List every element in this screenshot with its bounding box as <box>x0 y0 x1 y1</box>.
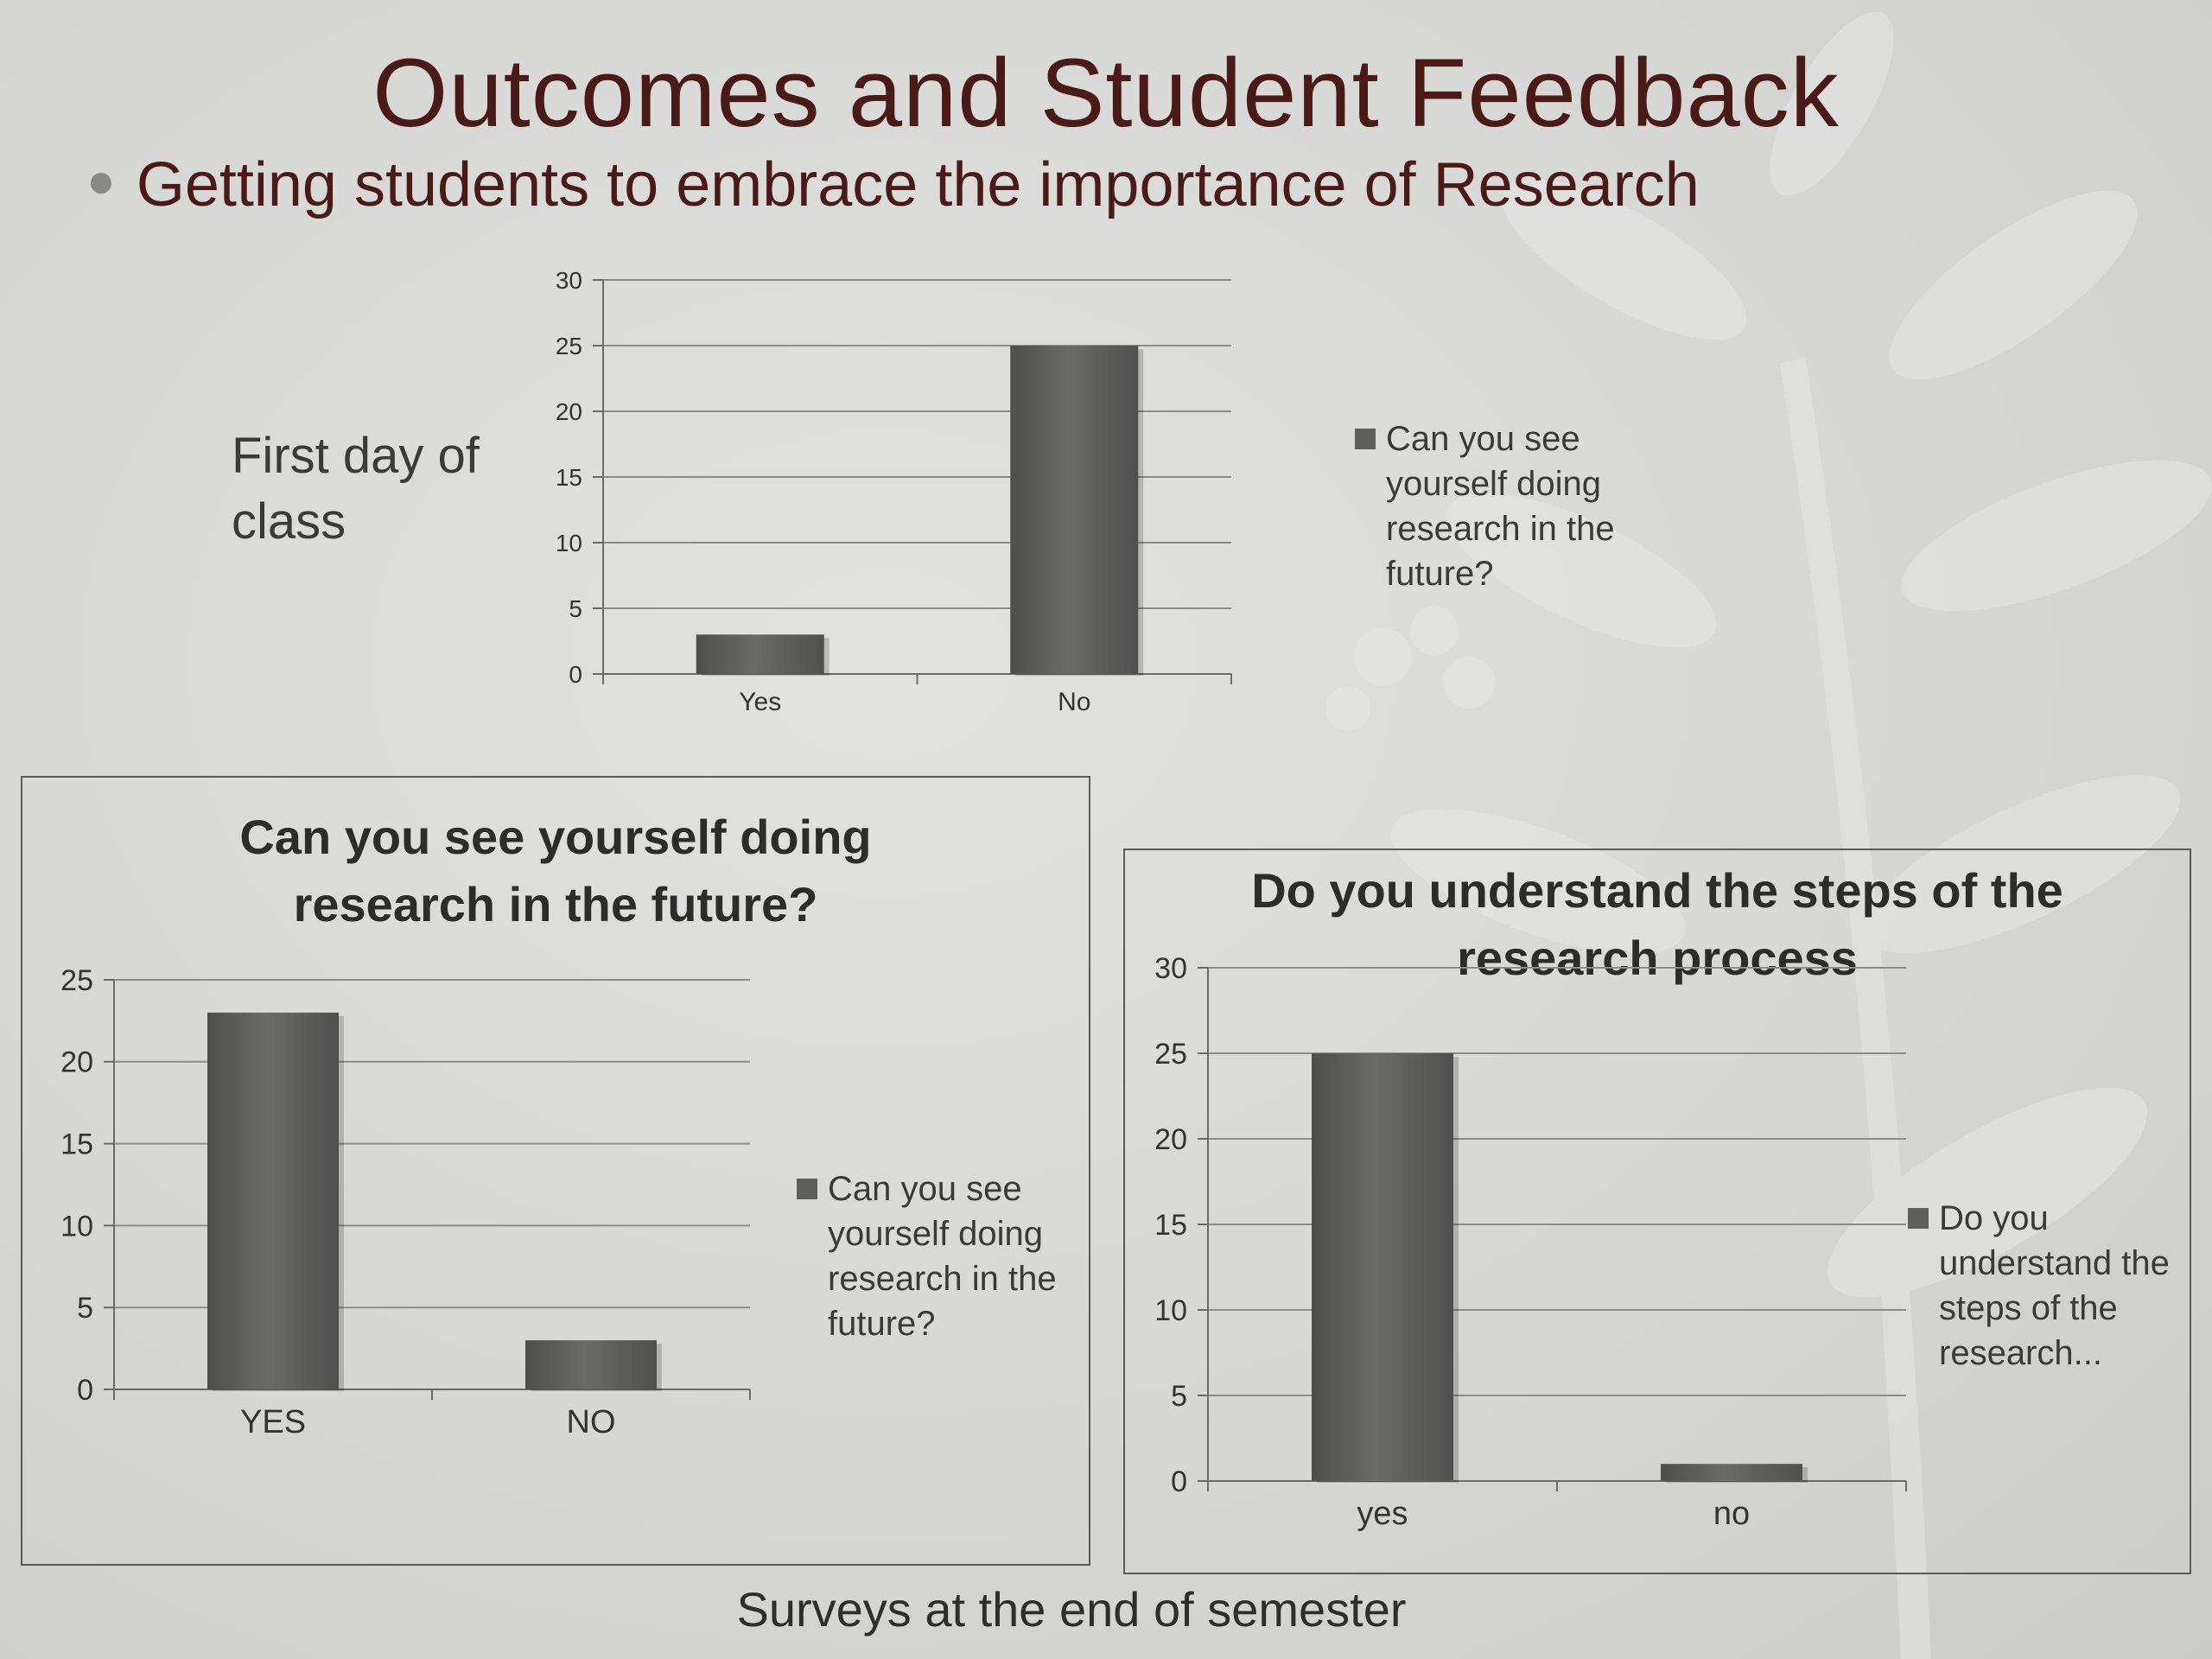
y-tick-label: 15 <box>1154 1209 1187 1242</box>
x-category-label: yes <box>1357 1496 1408 1532</box>
chart-future-title: Can you see yourself doing research in t… <box>22 804 1089 938</box>
x-category-label: no <box>1713 1496 1750 1532</box>
bullet-point: ● Getting students to embrace the importa… <box>86 154 1700 216</box>
y-tick-label: 25 <box>556 333 582 359</box>
legend-swatch <box>1355 429 1376 449</box>
y-tick-label: 20 <box>1154 1123 1187 1156</box>
y-tick-label: 5 <box>1171 1380 1187 1413</box>
legend-future: Can you see yourself doing research in t… <box>797 1166 1057 1346</box>
x-category-label: YES <box>240 1404 306 1440</box>
chart-future-frame: Can you see yourself doing research in t… <box>21 776 1090 1566</box>
x-category-label: NO <box>567 1404 616 1440</box>
legend-first-day: Can you see yourself doing research in t… <box>1355 416 1615 596</box>
legend-line: research in the <box>1386 510 1615 548</box>
y-tick-label: 25 <box>1154 1038 1187 1071</box>
chart-steps-frame: Do you understand the steps of the resea… <box>1123 849 2191 1574</box>
legend-steps: Do you understand the steps of the resea… <box>1908 1196 2170 1376</box>
bar-yes <box>1312 1053 1453 1481</box>
chart-future: 0 5 10 15 20 25 YES NO <box>60 964 751 1440</box>
chart-title-line: research process <box>1457 931 1858 985</box>
bar-no <box>1010 346 1139 674</box>
legend-line: yourself doing <box>828 1215 1044 1253</box>
y-tick-label: 25 <box>60 964 93 997</box>
y-tick-label: 5 <box>77 1292 93 1325</box>
y-tick-label: 10 <box>556 530 582 556</box>
y-tick-label: 15 <box>60 1128 93 1161</box>
chart-first-day: 0 5 10 15 20 25 30 Yes No <box>556 267 1232 716</box>
legend-line: steps of the <box>1939 1289 2118 1327</box>
first-day-label: First day of class <box>232 428 480 550</box>
slide-title: Outcomes and Student Feedback <box>372 39 1840 147</box>
x-category-label: Yes <box>739 688 781 716</box>
bar-no <box>525 1340 657 1389</box>
y-tick-label: 15 <box>556 464 582 491</box>
y-tick-label: 20 <box>60 1046 93 1079</box>
y-tick-label: 0 <box>77 1374 93 1407</box>
legend-swatch <box>1908 1208 1929 1229</box>
legend-line: future? <box>1386 555 1494 593</box>
bar-yes <box>696 634 824 674</box>
y-tick-label: 10 <box>1154 1294 1187 1327</box>
chart-steps-title: Do you understand the steps of the resea… <box>1125 857 2190 992</box>
chart-title-line: research in the future? <box>293 877 818 931</box>
bar-no <box>1661 1464 1802 1481</box>
bullet-dot-icon: ● <box>86 153 116 207</box>
x-category-label: No <box>1058 688 1090 716</box>
y-tick-label: 10 <box>60 1210 93 1243</box>
y-tick-label: 30 <box>1154 952 1187 985</box>
legend-line: Can you see <box>1386 420 1580 458</box>
y-tick-label: 0 <box>569 661 582 688</box>
legend-swatch <box>797 1179 817 1199</box>
footer-caption: Surveys at the end of semester <box>736 1582 1407 1637</box>
legend-line: research... <box>1939 1334 2102 1372</box>
chart-title-line: Can you see yourself doing <box>239 810 872 864</box>
legend-line: future? <box>828 1305 936 1343</box>
y-tick-label: 30 <box>556 267 582 294</box>
legend-line: Do you <box>1939 1199 2049 1237</box>
legend-line: Can you see <box>828 1170 1022 1208</box>
legend-line: understand the <box>1939 1244 2170 1282</box>
y-tick-label: 5 <box>569 595 582 622</box>
y-tick-label: 20 <box>556 398 582 425</box>
y-tick-label: 0 <box>1171 1465 1187 1498</box>
bullet-text: Getting students to embrace the importan… <box>136 150 1700 219</box>
bar-yes <box>207 1012 339 1389</box>
chart-title-line: Do you understand the steps of the <box>1251 863 2063 918</box>
legend-line: research in the <box>828 1260 1057 1298</box>
legend-line: yourself doing <box>1386 465 1602 503</box>
chart-steps: 0 5 10 15 20 25 30 yes no <box>1154 952 1907 1532</box>
